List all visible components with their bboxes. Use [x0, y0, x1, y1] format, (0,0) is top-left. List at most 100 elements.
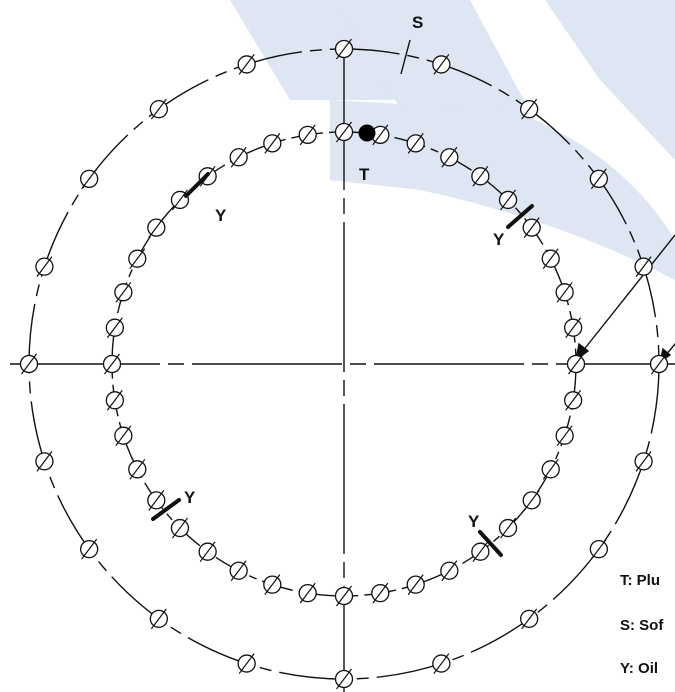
hole-slash	[336, 121, 352, 143]
hole-slash	[372, 582, 389, 604]
label-y-bottom-right: Y	[468, 512, 480, 531]
bolt-hole-icon	[298, 124, 317, 146]
bolt-hole-icon	[563, 317, 583, 339]
bolt-hole-icon	[563, 389, 583, 411]
bolt-hole-icon	[128, 248, 147, 270]
hole-slash	[542, 458, 559, 480]
hole-slash	[472, 165, 489, 187]
bolt-hole-icon	[334, 38, 354, 60]
y-bar-top-right	[506, 204, 534, 229]
y-marks	[151, 172, 534, 557]
bolt-hole-icon	[128, 458, 147, 480]
bolt-hole-icon	[432, 54, 451, 75]
hole-slash	[81, 538, 98, 560]
bolt-hole-icon	[634, 450, 653, 472]
hole-slash	[171, 189, 188, 211]
hole-slash	[336, 585, 352, 607]
bolt-hole-icon	[105, 317, 125, 339]
bolt-hole-icon	[432, 653, 451, 674]
bolt-hole-icon	[520, 98, 539, 120]
hole-slash	[472, 541, 489, 563]
hole-slash	[36, 450, 53, 472]
hole-slash	[199, 541, 216, 563]
hole-slash	[521, 608, 538, 630]
bolt-hole-icon	[334, 121, 354, 143]
bolt-hole-icon	[298, 582, 317, 604]
bolt-hole-icon	[522, 217, 541, 238]
hole-slash	[36, 256, 53, 278]
bolt-hole-icon	[406, 574, 425, 596]
hole-slash	[238, 653, 255, 674]
bolt-hole-icon	[149, 98, 168, 120]
bolt-hole-icon	[471, 541, 490, 563]
bolt-hole-icon	[80, 538, 99, 560]
bolt-hole-icon	[229, 146, 248, 168]
hole-slash	[106, 389, 123, 411]
hole-slash	[523, 490, 540, 511]
hole-slash	[150, 98, 167, 120]
hole-slash	[230, 146, 247, 168]
bolt-hole-icon	[406, 132, 425, 154]
hole-slash	[590, 168, 607, 190]
s-mark-tick	[400, 39, 411, 75]
hole-slash	[500, 517, 517, 539]
label-y-top-left: Y	[215, 206, 227, 225]
bolt-hole-icon	[263, 132, 282, 154]
y-bar-bottom-left	[151, 498, 181, 521]
bolt-hole-icon	[440, 560, 459, 582]
bolt-hole-icon	[334, 585, 354, 607]
hole-slash	[238, 54, 255, 75]
hole-slash	[568, 353, 584, 375]
bolt-hole-icon	[520, 608, 539, 630]
hole-slash	[299, 124, 316, 146]
bolt-hole-icon	[634, 256, 653, 278]
bolt-hole-icon	[371, 582, 390, 604]
hole-slash	[651, 353, 667, 375]
bolt-hole-icon	[440, 146, 459, 168]
label-y-top-right: Y	[493, 230, 505, 249]
bolt-hole-icon	[498, 517, 518, 539]
bolt-hole-icon	[522, 490, 541, 511]
bolt-hole-icon	[147, 217, 166, 238]
bolt-hole-icon	[149, 608, 168, 630]
bolt-hole-icon	[105, 389, 125, 411]
hole-slash	[115, 425, 132, 447]
bolt-hole-icon	[102, 353, 122, 375]
bolt-hole-icon	[35, 256, 54, 278]
hole-slash	[441, 560, 458, 582]
bolt-hole-icon	[555, 425, 574, 447]
hole-slash	[556, 425, 573, 447]
bolt-hole-icon	[541, 248, 560, 270]
hole-slash	[336, 668, 352, 690]
bolt-hole-icon	[114, 425, 133, 447]
hole-slash	[21, 353, 37, 375]
hole-slash	[556, 281, 573, 303]
y-bar-bottom-right	[478, 530, 503, 557]
bolt-hole-icon	[541, 458, 560, 480]
hole-slash	[565, 317, 582, 339]
bolt-hole-icon	[589, 538, 608, 560]
legend-t: T: Plu	[620, 572, 660, 589]
bolt-hole-icon	[555, 281, 574, 303]
outer-holes	[19, 38, 669, 690]
hole-slash	[590, 538, 607, 560]
watermark	[230, 0, 675, 280]
hole-slash	[433, 54, 450, 75]
hole-slash	[500, 189, 517, 211]
hole-slash	[264, 132, 281, 154]
bolt-hole-icon	[649, 353, 669, 375]
hole-slash	[565, 389, 582, 411]
label-t: T	[359, 165, 370, 184]
bolt-hole-icon	[471, 165, 490, 187]
bolt-hole-icon	[35, 450, 54, 472]
hole-slash	[171, 517, 188, 539]
hole-slash	[106, 317, 123, 339]
hole-slash	[542, 248, 559, 270]
plug-hole	[358, 124, 376, 142]
bolt-hole-icon	[237, 54, 256, 75]
hole-slash	[81, 168, 98, 190]
hole-slash	[635, 450, 652, 472]
legend-s: S: Sof	[620, 617, 664, 634]
hole-slash	[129, 458, 146, 480]
bolt-hole-icon	[170, 517, 190, 539]
